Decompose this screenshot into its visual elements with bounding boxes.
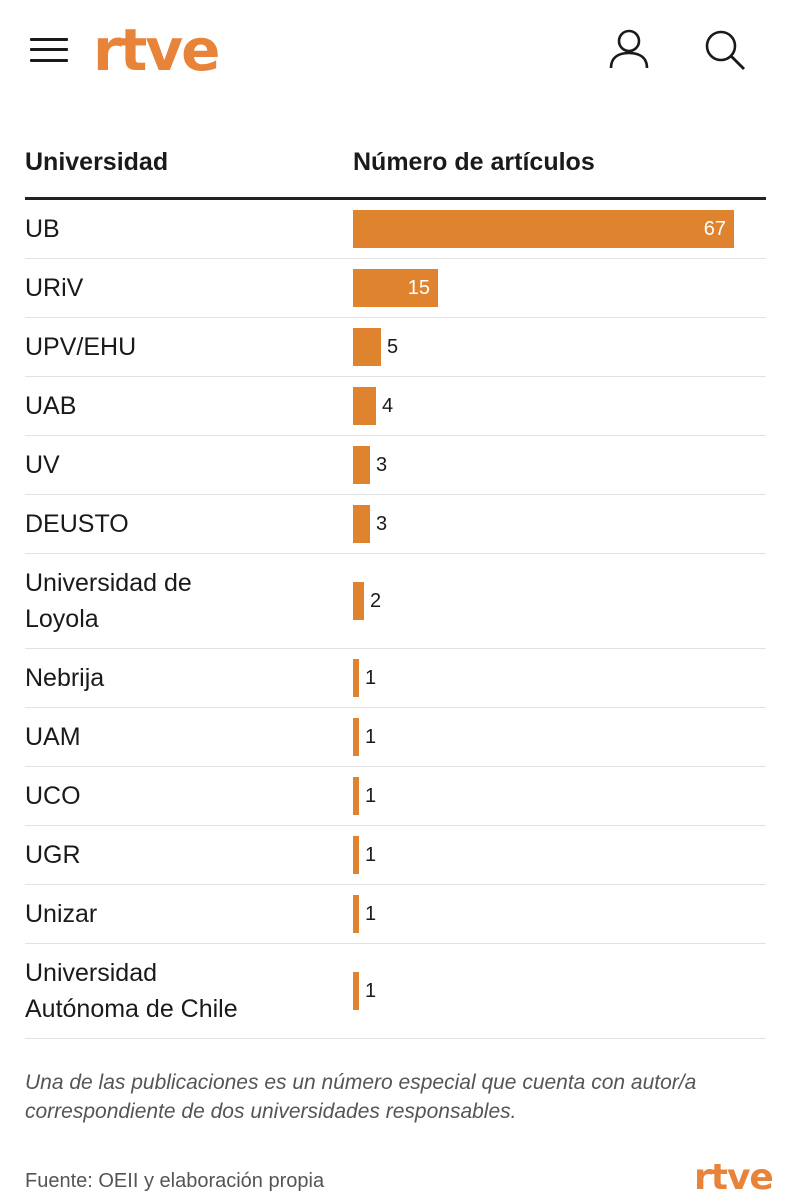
search-icon[interactable] [700, 26, 748, 74]
table-row: UAM 1 [25, 708, 766, 767]
university-name-line: Unizar [25, 900, 98, 928]
table-row: Universidad de Loyola 2 [25, 554, 766, 649]
university-name: Unizar [25, 896, 325, 932]
bar [353, 582, 364, 620]
university-name: UPV/EHU [25, 329, 325, 365]
bar [353, 718, 359, 756]
column-header-articles: Número de artículos [353, 148, 595, 176]
table-row: Universidad Autónoma de Chile 1 [25, 944, 766, 1039]
table-row: UCO 1 [25, 767, 766, 826]
bar [353, 210, 734, 248]
university-name-line: DEUSTO [25, 510, 129, 538]
bar-value-label: 3 [376, 513, 388, 535]
university-name-line: Universidad [25, 959, 158, 987]
user-icon[interactable] [605, 26, 653, 74]
bar-value-label: 1 [365, 903, 377, 925]
bar-value-label: 15 [407, 277, 430, 299]
bar [353, 269, 438, 307]
university-name: DEUSTO [25, 506, 325, 542]
bar [353, 505, 370, 543]
university-name-line: URiV [25, 274, 84, 302]
bar-value-label: 3 [376, 454, 388, 476]
university-name: URiV [25, 270, 325, 306]
table-row: UB 67 [25, 200, 766, 259]
university-name: UAB [25, 388, 325, 424]
university-name: UCO [25, 778, 325, 814]
rtve-logo[interactable]: rtve [93, 16, 220, 84]
bar [353, 972, 359, 1010]
university-name-line: UAB [25, 392, 77, 420]
bar-value-label: 1 [365, 844, 377, 866]
university-name: Universidad de Loyola [25, 565, 325, 637]
table-row: UPV/EHU 5 [25, 318, 766, 377]
bar [353, 328, 381, 366]
university-name-line: UV [25, 451, 60, 479]
bar-value-label: 1 [365, 667, 377, 689]
table-row: DEUSTO 3 [25, 495, 766, 554]
table-row: Unizar 1 [25, 885, 766, 944]
bar-value-label: 5 [387, 336, 399, 358]
site-header: rtve [0, 0, 790, 110]
bar [353, 895, 359, 933]
bar [353, 659, 359, 697]
university-name-line: UB [25, 215, 60, 243]
university-name: UB [25, 211, 325, 247]
bar-value-label: 67 [703, 218, 726, 240]
table-row: Nebrija 1 [25, 649, 766, 708]
university-name-line: Universidad de [25, 569, 192, 597]
university-name-line: Autónoma de Chile [25, 995, 238, 1023]
footnote: Una de las publicaciones es un número es… [25, 1071, 697, 1123]
university-name-line: UPV/EHU [25, 333, 137, 361]
university-name: UGR [25, 837, 325, 873]
bar [353, 446, 370, 484]
university-name: Universidad Autónoma de Chile [25, 955, 325, 1027]
bar-value-label: 2 [370, 590, 382, 612]
university-name-line: UCO [25, 782, 81, 810]
table-row: URiV 15 [25, 259, 766, 318]
bar-value-label: 1 [365, 980, 377, 1002]
table-row: UGR 1 [25, 826, 766, 885]
bar [353, 836, 359, 874]
table-row: UV 3 [25, 436, 766, 495]
bar-value-label: 1 [365, 785, 377, 807]
bar [353, 777, 359, 815]
university-name-line: Loyola [25, 605, 99, 633]
university-name-line: Nebrija [25, 664, 105, 692]
bar-value-label: 4 [382, 395, 394, 417]
table-header: Universidad Número de artículos [25, 130, 766, 200]
table-body: UB 67 URiV 15 UPV/EHU 5 UAB 4 UV 3 DEUSTO 3 Universi… [0, 200, 790, 1039]
university-name: Nebrija [25, 660, 325, 696]
university-name: UAM [25, 719, 325, 755]
table-row: UAB 4 [25, 377, 766, 436]
university-name-line: UGR [25, 841, 81, 869]
bar-value-label: 1 [365, 726, 377, 748]
bar [353, 387, 376, 425]
university-name-line: UAM [25, 723, 81, 751]
menu-icon[interactable] [30, 36, 68, 64]
rtve-logo-footer: rtve [694, 1157, 774, 1198]
university-name: UV [25, 447, 325, 483]
articles-table: Universidad Número de artículos UB 67 URiV… [0, 130, 790, 1039]
source-text: Fuente: OEII y elaboración propia [25, 1170, 325, 1192]
column-header-university: Universidad [25, 148, 169, 176]
